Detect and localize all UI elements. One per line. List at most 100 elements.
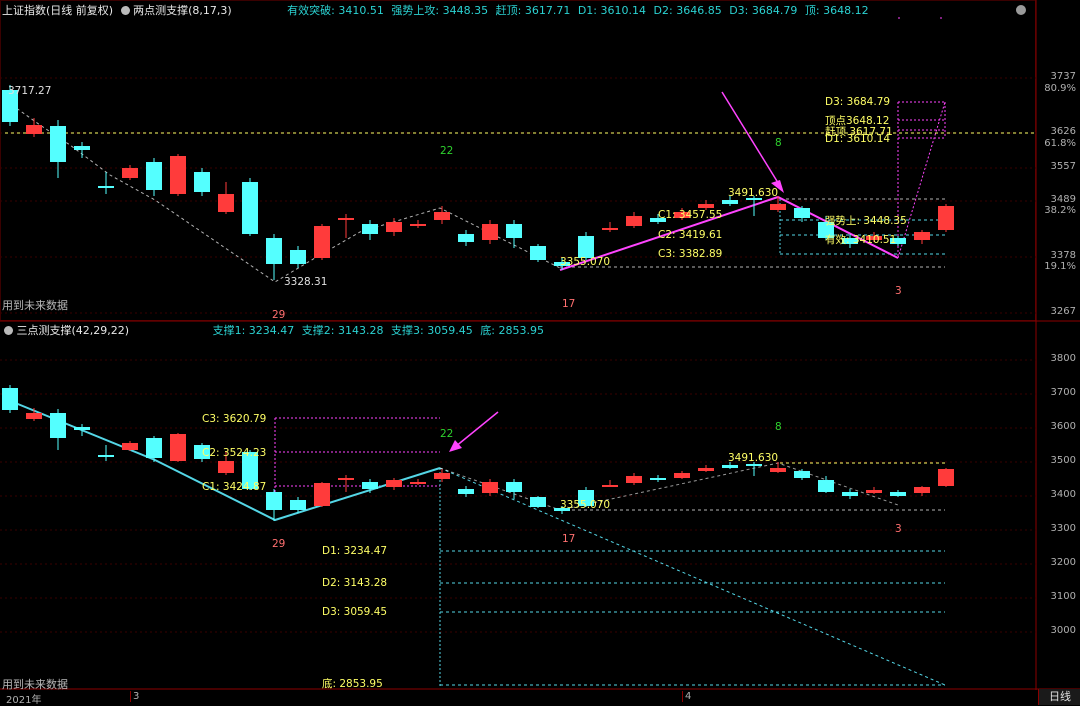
candle-body	[530, 497, 546, 507]
price-axis-label: 3489	[1050, 194, 1076, 205]
pivot-label: 3355.070	[560, 499, 610, 511]
price-axis-label: 3100	[1050, 591, 1076, 602]
pct-axis-label: 80.9%	[1044, 83, 1076, 94]
c2-label: C2: 3524.23	[202, 447, 266, 459]
readout-value: 3610.14	[600, 4, 647, 17]
pivot-label: 3491.630	[728, 452, 778, 464]
readout-label: D2:	[653, 4, 673, 17]
top-label: 顶点3648.12	[825, 115, 889, 127]
candle-body	[818, 222, 834, 238]
gan-ding-label: 赶顶 3617.71	[825, 125, 893, 138]
candle-body	[506, 482, 522, 492]
candle-body	[242, 452, 258, 489]
candle-body	[266, 238, 282, 264]
candle-body	[362, 224, 378, 234]
candle-body	[842, 492, 858, 496]
candle-body	[650, 218, 666, 222]
candle-body	[938, 206, 954, 230]
candle-body	[146, 162, 162, 190]
indicator-toggle-icon[interactable]	[4, 326, 13, 335]
top-indicator-params: (8,17,3)	[188, 4, 232, 17]
bar-count-label: 3	[895, 285, 902, 297]
bar-count-label: 22	[440, 145, 453, 157]
c3-label: C3: 3620.79	[202, 413, 266, 425]
bottom-candles	[2, 385, 954, 521]
candle-body	[170, 156, 186, 194]
readout-label: 底:	[480, 324, 495, 337]
high-price-label: 3717.27	[8, 85, 51, 97]
candle-body	[698, 204, 714, 208]
arrow-icon	[721, 91, 781, 187]
low-price-label: 3328.31	[284, 276, 327, 288]
candle-body	[218, 194, 234, 212]
candle-body	[98, 186, 114, 188]
bar-count-label: 29	[272, 538, 285, 550]
d2-label: D2: 3143.28	[322, 577, 387, 589]
readout-value: 2853.95	[498, 324, 544, 337]
candle-body	[746, 464, 762, 466]
bottom-indicator-params: (42,29,22)	[71, 324, 130, 337]
candle-body	[26, 125, 42, 134]
d3-label: D3: 3059.45	[322, 606, 387, 618]
candle-body	[794, 208, 810, 218]
strong-attack-label: 强势上: 3448.35	[825, 214, 907, 227]
candle-body	[362, 482, 378, 489]
bar-count-label: 8	[775, 137, 782, 149]
readout-value: 3448.35	[442, 4, 489, 17]
top-readouts: 有效突破: 3410.51 强势上攻: 3448.35 赶顶: 3617.71 …	[287, 4, 868, 17]
candle-body	[434, 212, 450, 220]
candle-body	[314, 483, 330, 506]
bottom-readouts: 支撑1: 3234.47 支撑2: 3143.28 支撑3: 3059.45 底…	[213, 324, 544, 337]
arrow-icon	[449, 440, 462, 452]
indicator-toggle-icon[interactable]	[120, 6, 130, 15]
candle-body	[434, 473, 450, 479]
readout-value: 3648.12	[823, 4, 869, 17]
readout-value: 3617.71	[524, 4, 571, 17]
pivot-label: 3491.630	[728, 187, 778, 199]
candle-body	[218, 461, 234, 473]
readout-label: 支撑1:	[212, 324, 246, 337]
pct-axis-label: 61.8%	[1044, 138, 1076, 149]
candle-body	[866, 490, 882, 493]
arrow-icon	[454, 411, 499, 448]
candle-body	[602, 485, 618, 487]
c3-label: C3: 3382.89	[658, 248, 722, 260]
top-indicator-name[interactable]: 两点测支撑	[133, 4, 189, 17]
time-axis: 2021年 3 4	[0, 690, 1036, 706]
candle-body	[2, 388, 18, 410]
bar-count-label: 22	[440, 428, 453, 440]
period-button[interactable]: 日线	[1038, 689, 1080, 705]
readout-value: 3646.85	[676, 4, 722, 17]
price-axis-label: 3267	[1050, 306, 1076, 317]
d3-label: D3: 3684.79	[825, 96, 890, 108]
candle-body	[650, 478, 666, 480]
candle-body	[578, 236, 594, 258]
candle-body	[818, 480, 834, 492]
candle-body	[410, 224, 426, 226]
candle-body	[482, 482, 498, 493]
candle-body	[458, 234, 474, 242]
d1-label: D1: 3610.14	[825, 133, 890, 145]
breakout-label: 有效: 3410.51	[825, 233, 896, 246]
time-axis-label: 2021年	[6, 695, 42, 706]
candle-body	[914, 487, 930, 493]
candle-body	[698, 468, 714, 471]
pivot-label: 3355.070	[560, 256, 610, 268]
bottom-indicator-name[interactable]: 三点测支撑	[16, 324, 72, 337]
panel-settings-icon[interactable]	[1016, 5, 1026, 15]
candle-body	[386, 222, 402, 232]
readout-value: 3684.79	[751, 4, 798, 17]
price-axis-label: 3400	[1050, 489, 1076, 500]
price-axis-label: 3300	[1050, 523, 1076, 534]
candle-body	[338, 218, 354, 220]
index-name[interactable]: 上证指数	[2, 4, 46, 17]
price-axis-label: 3626	[1050, 126, 1076, 137]
c1-label: C1: 3457.55	[658, 209, 722, 221]
period-mode: (日线 前复权)	[46, 4, 114, 17]
candle-body	[338, 478, 354, 480]
price-axis-label: 3600	[1050, 421, 1076, 432]
price-axis-label: 3200	[1050, 557, 1076, 568]
candle-body	[50, 126, 66, 162]
price-axis-label: 3700	[1050, 387, 1076, 398]
